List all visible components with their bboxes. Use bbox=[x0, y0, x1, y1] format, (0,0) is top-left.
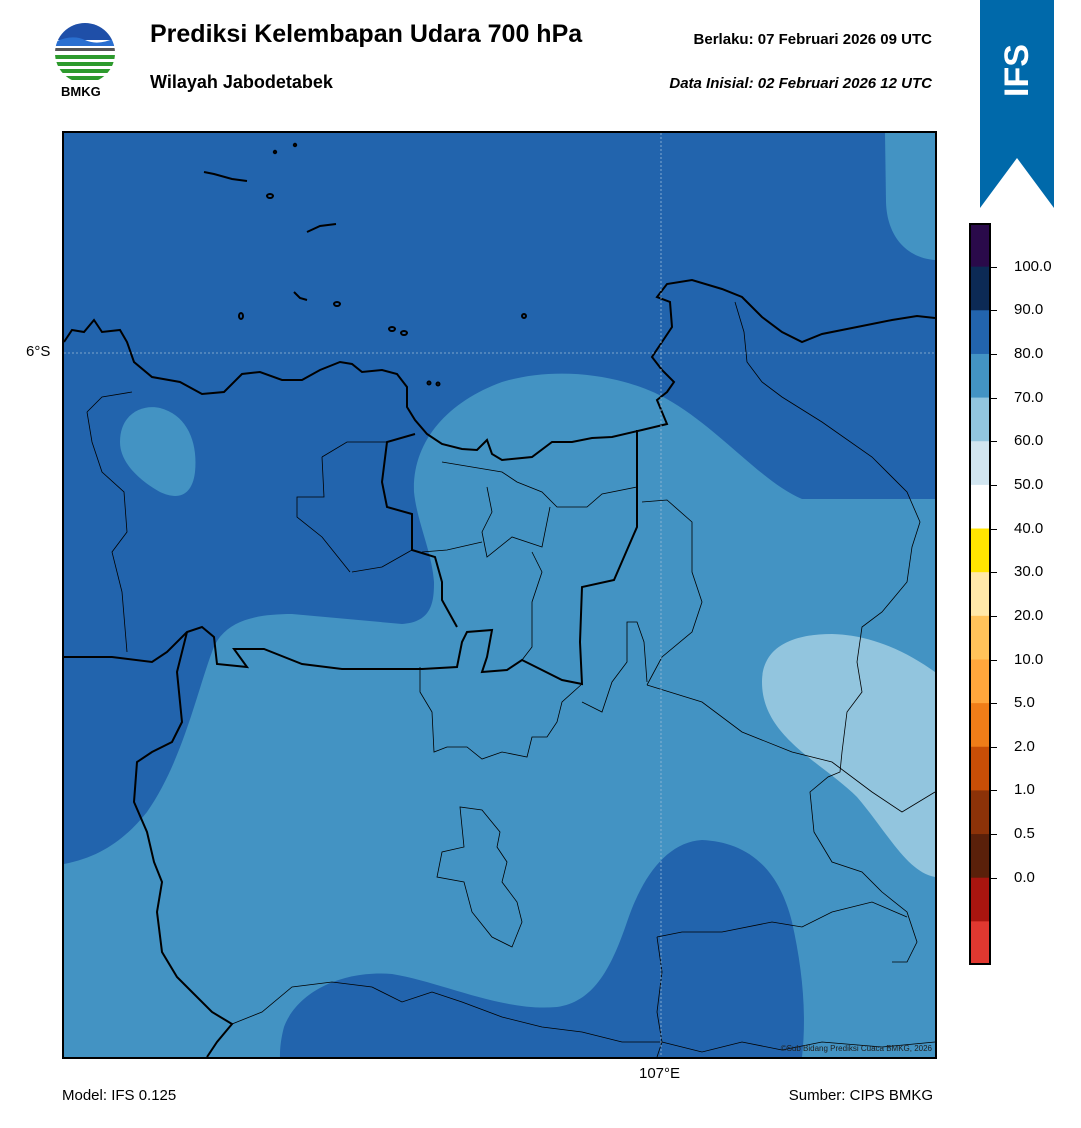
source-info: Sumber: CIPS BMKG bbox=[788, 1087, 933, 1104]
colorbar-swatch bbox=[969, 572, 991, 617]
colorbar-label: 70.0 bbox=[1014, 388, 1044, 406]
model-info: Model: IFS 0.125 bbox=[62, 1087, 177, 1104]
colorbar-swatch bbox=[969, 223, 991, 268]
colorbar-tick bbox=[991, 266, 997, 268]
init-time: Data Inisial: 02 Februari 2026 12 UTC bbox=[669, 75, 932, 92]
bmkg-logo-icon bbox=[55, 23, 115, 83]
colorbar-label: 5.0 bbox=[1014, 694, 1035, 712]
colorbar-tick bbox=[991, 441, 997, 443]
valid-time: Berlaku: 07 Februari 2026 09 UTC bbox=[693, 31, 932, 48]
colorbar-label: 50.0 bbox=[1014, 475, 1044, 493]
colorbar-tick bbox=[991, 310, 997, 312]
colorbar-swatch bbox=[969, 877, 991, 922]
colorbar-swatch bbox=[969, 659, 991, 704]
coastline bbox=[64, 278, 935, 462]
colorbar-swatch bbox=[969, 746, 991, 791]
colorbar-label: 90.0 bbox=[1014, 301, 1044, 319]
colorbar-tick bbox=[991, 703, 997, 705]
colorbar-swatch bbox=[969, 703, 991, 748]
humidity-zone-70-80 bbox=[64, 373, 935, 1057]
logo-text: BMKG bbox=[61, 84, 101, 99]
colorbar-swatch bbox=[969, 790, 991, 835]
colorbar-swatch bbox=[969, 615, 991, 660]
humidity-zone-70-80-ne bbox=[885, 133, 935, 260]
colorbar-tick bbox=[991, 790, 997, 792]
colorbar-tick bbox=[991, 877, 997, 879]
colorbar-tick bbox=[991, 484, 997, 486]
lat-tick-label: 6°S bbox=[26, 343, 51, 360]
colorbar-swatch bbox=[969, 484, 991, 530]
colorbar-swatch bbox=[969, 266, 991, 311]
colorbar-swatch bbox=[969, 921, 991, 965]
colorbar-swatch bbox=[969, 834, 991, 879]
colorbar-tick bbox=[991, 528, 997, 530]
model-badge: IFS bbox=[980, 0, 1054, 208]
colorbar-tick bbox=[991, 353, 997, 355]
model-badge-label: IFS bbox=[997, 43, 1036, 97]
colorbar-swatch bbox=[969, 528, 991, 573]
colorbar-label: 2.0 bbox=[1014, 737, 1035, 755]
colorbar-swatch bbox=[969, 397, 991, 442]
banten-boundary bbox=[132, 631, 234, 1057]
colorbar bbox=[969, 223, 991, 965]
colorbar-label: 0.5 bbox=[1014, 825, 1035, 843]
map-panel bbox=[62, 131, 937, 1059]
bmkg-logo bbox=[52, 20, 118, 86]
page-title: Prediksi Kelembapan Udara 700 hPa bbox=[150, 20, 583, 48]
colorbar-tick bbox=[991, 746, 997, 748]
islands bbox=[203, 142, 527, 387]
colorbar-tick bbox=[991, 659, 997, 661]
ribbon-shape bbox=[980, 0, 1054, 208]
colorbar-label: 0.0 bbox=[1014, 868, 1035, 886]
colorbar-label: 1.0 bbox=[1014, 781, 1035, 799]
colorbar-swatch bbox=[969, 441, 991, 486]
colorbar-label: 30.0 bbox=[1014, 563, 1044, 581]
colorbar-swatch bbox=[969, 310, 991, 355]
colorbar-border bbox=[969, 223, 991, 965]
page-subtitle: Wilayah Jabodetabek bbox=[150, 72, 333, 92]
colorbar-label: 20.0 bbox=[1014, 606, 1044, 624]
humidity-map bbox=[64, 133, 935, 1057]
humidity-zone-70-80-w bbox=[120, 407, 196, 496]
lon-tick-label: 107°E bbox=[639, 1065, 681, 1082]
colorbar-tick bbox=[991, 572, 997, 574]
model-badge-text: IFS bbox=[980, 0, 1054, 140]
colorbar-tick bbox=[991, 397, 997, 399]
colorbar-tick bbox=[991, 615, 997, 617]
province-boundary bbox=[64, 430, 638, 686]
humidity-zone-60-70 bbox=[762, 634, 935, 877]
colorbar-label: 60.0 bbox=[1014, 432, 1044, 450]
colorbar-label: 10.0 bbox=[1014, 650, 1044, 668]
colorbar-label: 100.0 bbox=[1014, 257, 1052, 275]
colorbar-swatch bbox=[969, 353, 991, 399]
copyright-text: ©Sub Bidang Prediksi Cuaca BMKG, 2026 bbox=[780, 1044, 932, 1053]
colorbar-tick bbox=[991, 834, 997, 836]
colorbar-swatches bbox=[969, 223, 991, 965]
regency-boundaries bbox=[86, 301, 935, 1057]
colorbar-label: 80.0 bbox=[1014, 344, 1044, 362]
jakarta-boundary-west bbox=[380, 433, 458, 628]
colorbar-label: 40.0 bbox=[1014, 519, 1044, 537]
